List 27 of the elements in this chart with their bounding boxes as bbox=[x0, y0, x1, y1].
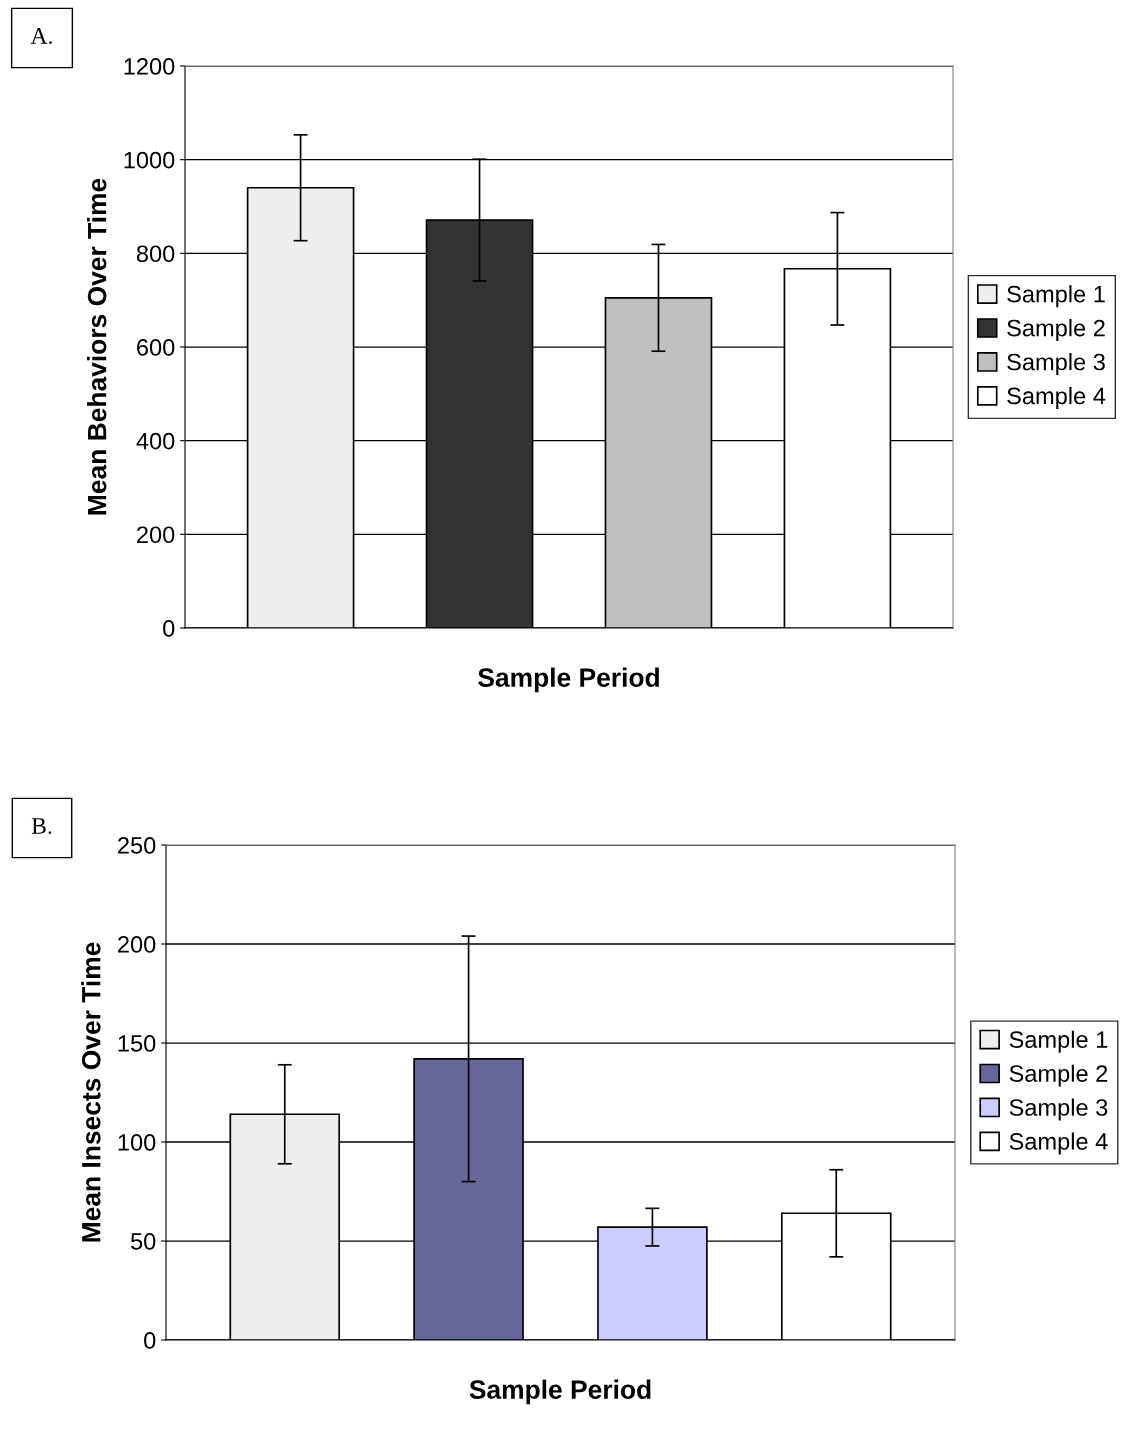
legend-label: Sample 3 bbox=[1007, 353, 1105, 376]
y-tick-label: 0 bbox=[163, 620, 175, 637]
legend-label: Sample 1 bbox=[1009, 1030, 1108, 1053]
legend-label: Sample 4 bbox=[1009, 1132, 1108, 1155]
legend-label: Sample 4 bbox=[1007, 386, 1106, 409]
y-axis-title: Mean Behaviors Over Time bbox=[87, 178, 107, 515]
legend-label: Sample 2 bbox=[1009, 1064, 1108, 1087]
y-tick-label: 800 bbox=[136, 245, 175, 263]
legend-label: Sample 2 bbox=[1007, 319, 1105, 342]
legend-label: Sample 1 bbox=[1007, 285, 1105, 308]
y-tick-label: 200 bbox=[137, 526, 175, 544]
y-tick-label: 150 bbox=[118, 1035, 156, 1052]
y-axis-title: Mean Insects Over Time bbox=[81, 942, 101, 1242]
y-tick-label: 250 bbox=[118, 837, 156, 854]
y-tick-label: 50 bbox=[130, 1233, 156, 1250]
y-tick-label: 1200 bbox=[124, 58, 175, 75]
text: A. bbox=[30, 28, 52, 45]
text: B. bbox=[31, 818, 52, 835]
x-axis-title: Sample Period bbox=[478, 667, 659, 693]
y-tick-label: 0 bbox=[144, 1332, 156, 1349]
y-tick-label: 1000 bbox=[124, 151, 175, 169]
y-tick-label: 100 bbox=[118, 1134, 156, 1151]
y-tick-label: 600 bbox=[137, 339, 175, 356]
y-tick-label: 200 bbox=[118, 936, 156, 953]
x-axis-title: Sample Period bbox=[469, 1379, 651, 1405]
legend-label: Sample 3 bbox=[1009, 1098, 1108, 1121]
y-tick-label: 400 bbox=[136, 432, 175, 450]
